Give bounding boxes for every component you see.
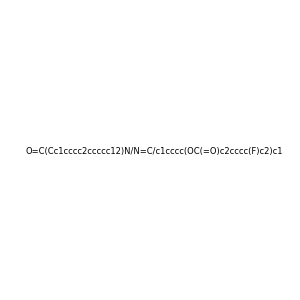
Text: O=C(Cc1cccc2ccccc12)N/N=C/c1cccc(OC(=O)c2cccc(F)c2)c1: O=C(Cc1cccc2ccccc12)N/N=C/c1cccc(OC(=O)c…: [25, 147, 283, 156]
